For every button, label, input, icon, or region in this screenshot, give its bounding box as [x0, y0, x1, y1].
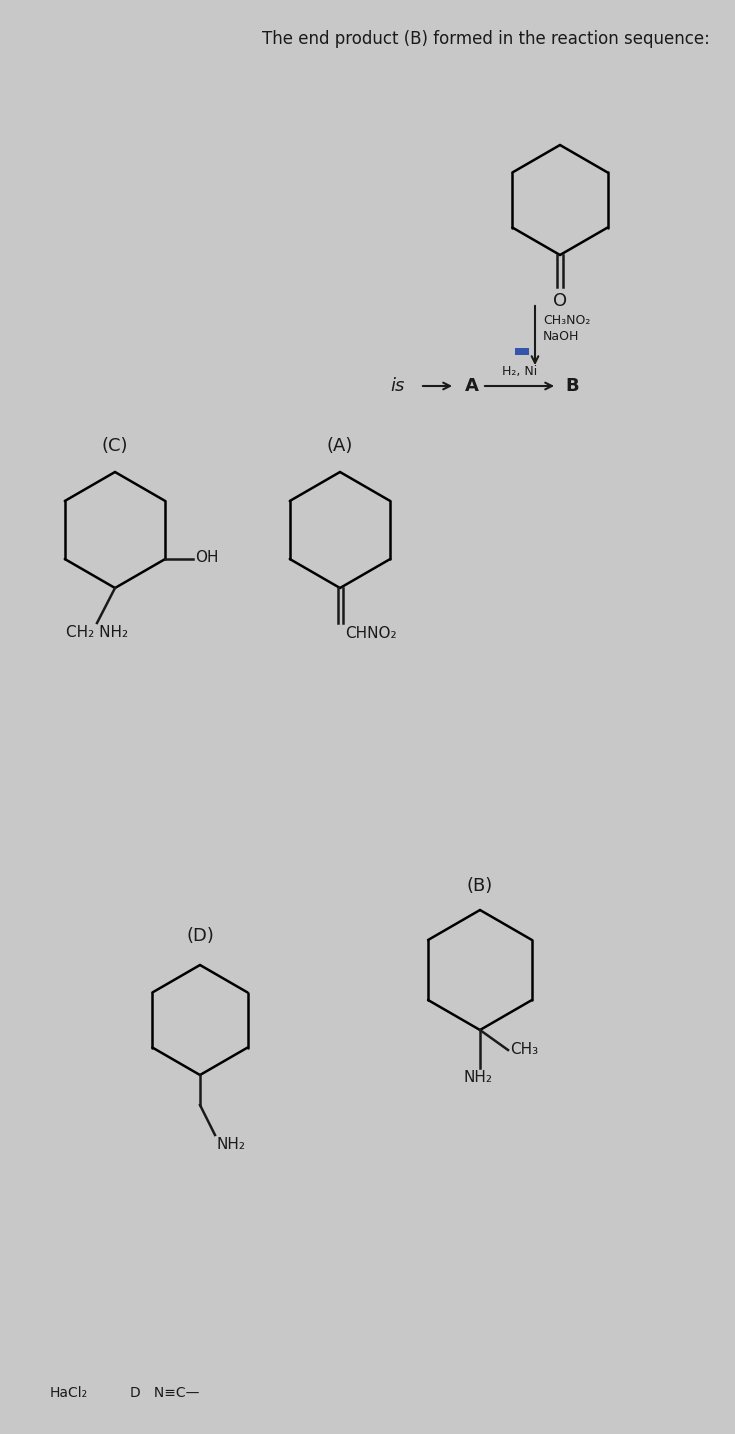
Text: (D): (D) [186, 926, 214, 945]
Text: B: B [565, 377, 578, 394]
Text: NH₂: NH₂ [217, 1137, 246, 1152]
Text: CHNO₂: CHNO₂ [345, 627, 397, 641]
Text: HaCl₂: HaCl₂ [50, 1387, 88, 1400]
Text: A: A [465, 377, 479, 394]
Text: CH₂ NH₂: CH₂ NH₂ [66, 625, 128, 640]
Text: NaOH: NaOH [543, 330, 579, 343]
Text: (C): (C) [101, 437, 128, 455]
Text: OH: OH [196, 549, 219, 565]
Text: (B): (B) [467, 878, 493, 895]
Text: CH₃: CH₃ [510, 1043, 538, 1057]
Text: H₂, Ni: H₂, Ni [502, 366, 537, 379]
Text: The end product (B) formed in the reaction sequence:: The end product (B) formed in the reacti… [262, 30, 710, 47]
Text: (A): (A) [327, 437, 354, 455]
Text: D   N≡C—: D N≡C— [130, 1387, 199, 1400]
Text: is: is [390, 377, 405, 394]
Text: CH₃NO₂: CH₃NO₂ [543, 314, 590, 327]
FancyBboxPatch shape [515, 348, 529, 356]
Text: O: O [553, 293, 567, 310]
Text: NH₂: NH₂ [464, 1070, 492, 1086]
